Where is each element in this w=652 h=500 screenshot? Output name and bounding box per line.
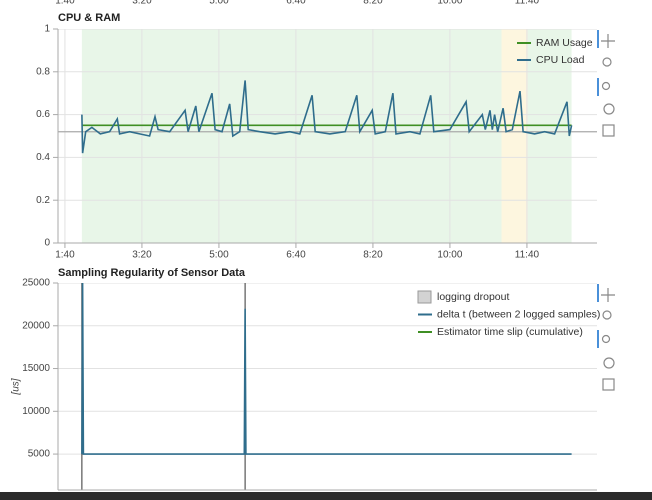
y-axis-label: [us] [11,378,22,395]
y-tick-label: 1 [44,24,50,35]
legend-label: Estimator time slip (cumulative) [437,326,583,338]
x-tick-label: 11:40 [515,0,540,7]
legend: RAM Usage CPU Load [517,37,593,66]
toolbar-bottom [597,284,615,391]
x-tick-label: 8:20 [363,250,383,261]
x-tick-label: 6:40 [286,0,306,7]
legend: logging dropout delta t (between 2 logged… [417,290,600,338]
x-tick-label: 3:20 [132,0,152,7]
y-tick-label: 20000 [22,320,50,331]
x-tick-label: 10:00 [437,0,462,7]
x-tick-label: 5:00 [209,250,229,261]
reset-tool[interactable] [603,357,615,369]
pan-tool[interactable] [601,288,615,302]
x-tick-label: 10:00 [437,250,462,261]
series-line [81,283,572,455]
x-tick-label: 8:20 [363,0,383,7]
region [81,29,572,243]
y-tick-label: 5000 [28,449,51,460]
plot-area [58,283,597,490]
chart: 00.20.40.60.811:401:403:203:205:005:006:… [36,0,597,261]
x-tick-label: 1:40 [55,250,75,261]
y-tick-label: 0 [44,238,50,249]
save-tool[interactable] [602,378,615,391]
y-tick-label: 10000 [22,406,50,417]
y-tick-label: 0.4 [36,152,50,163]
plot-area [58,29,597,243]
legend-label: logging dropout [437,291,509,303]
y-tick-label: 15000 [22,363,50,374]
y-tick-label: 25000 [22,278,50,289]
zoom-tool[interactable] [602,310,612,320]
legend-swatch [417,290,432,304]
x-tick-label: 3:20 [132,250,152,261]
active-tool-bar [597,30,599,48]
bottom-bar [0,492,652,500]
toolbar-top [597,30,615,137]
chart: 5000 10000 15000 20000 25000 Sampling Regular… [11,267,600,491]
legend-label: RAM Usage [536,37,593,49]
wheel-zoom-tool[interactable] [601,334,611,344]
region [501,29,528,243]
legend-label: CPU Load [536,54,585,66]
zoom-tool[interactable] [602,57,612,67]
wheel-zoom-tool[interactable] [601,81,611,91]
active-tool-bar [597,284,599,302]
chart-title: Sampling Regularity of Sensor Data [58,267,246,279]
active-tool-bar [597,330,599,348]
y-tick-label: 0.8 [36,66,50,77]
x-tick-label: 5:00 [209,0,229,7]
save-tool[interactable] [602,124,615,137]
x-tick-label: 11:40 [515,250,540,261]
y-tick-label: 0.2 [36,195,50,206]
x-tick-label: 6:40 [286,250,306,261]
series-line [81,80,573,154]
x-tick-label: 1:40 [55,0,75,7]
legend-label: delta t (between 2 logged samples) [437,308,600,320]
reset-tool[interactable] [603,103,615,115]
chart-title: CPU & RAM [58,12,120,24]
y-tick-label: 0.6 [36,109,50,120]
active-tool-bar [597,78,599,96]
pan-tool[interactable] [601,34,615,48]
